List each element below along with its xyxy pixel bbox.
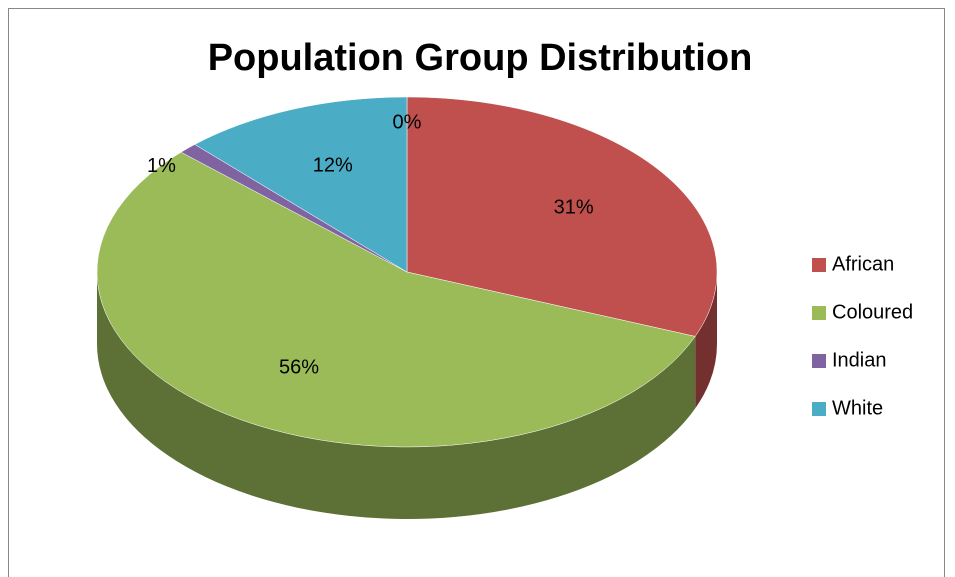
data-label: 31% (554, 196, 594, 218)
pie-slice (194, 96, 408, 273)
chart-title: Population Group Distribution (208, 37, 753, 79)
data-label: 1% (147, 155, 176, 177)
legend-label: White (832, 397, 883, 419)
pie-slice (406, 96, 718, 337)
legend-swatch (812, 402, 826, 416)
data-label: 0% (393, 112, 422, 134)
legend-label: Indian (832, 349, 887, 371)
legend-label: African (832, 253, 894, 275)
legend-swatch (812, 354, 826, 368)
data-label: 12% (313, 155, 353, 177)
legend-swatch (812, 306, 826, 320)
legend-label: Coloured (832, 301, 913, 323)
pie-side (695, 272, 717, 409)
pie-slice (96, 151, 696, 448)
data-label: 56% (279, 356, 319, 378)
pie-side (97, 272, 696, 519)
legend-swatch (812, 258, 826, 272)
